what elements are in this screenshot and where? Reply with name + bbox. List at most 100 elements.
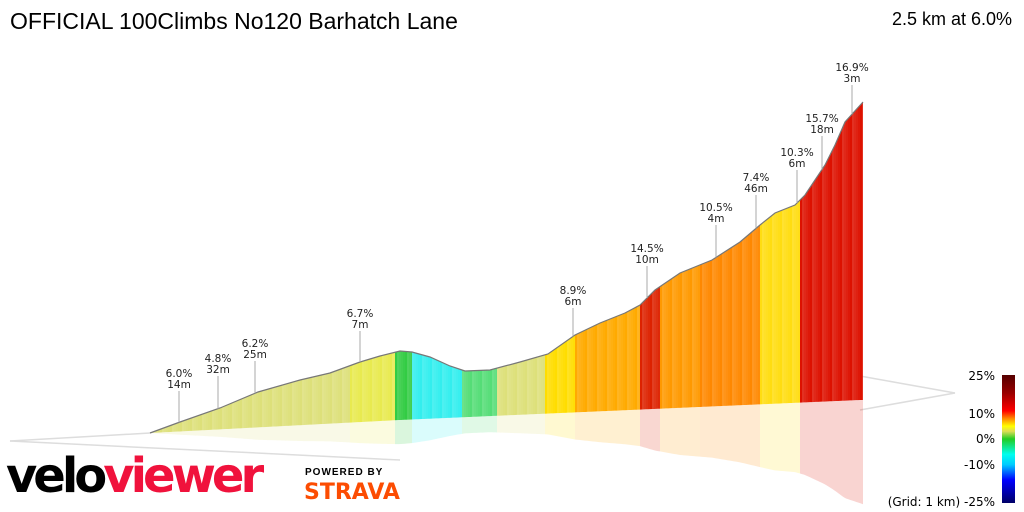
profile-segment — [838, 133, 840, 401]
profile-segment — [386, 354, 388, 421]
profile-segment — [246, 396, 248, 429]
profile-reflection — [212, 429, 214, 437]
strava-logo[interactable]: STRAVA — [304, 480, 400, 505]
profile-reflection — [460, 417, 462, 435]
profile-reflection — [517, 414, 519, 434]
profile-segment — [852, 112, 854, 401]
profile-reflection — [571, 412, 573, 440]
profile-segment — [366, 359, 368, 422]
annotation-grade: 16.9% — [835, 62, 868, 74]
profile-reflection — [730, 405, 732, 462]
profile-reflection — [242, 428, 244, 439]
profile-segment — [232, 402, 234, 429]
profile-reflection — [370, 421, 372, 444]
profile-reflection — [728, 405, 730, 461]
profile-reflection — [792, 402, 794, 472]
profile-segment — [734, 244, 736, 406]
profile-reflection — [732, 405, 734, 462]
profile-segment — [750, 231, 752, 405]
profile-reflection — [529, 414, 531, 434]
profile-reflection — [372, 421, 374, 444]
profile-reflection — [808, 402, 810, 478]
profile-segment — [627, 310, 629, 411]
profile-segment — [458, 368, 460, 418]
profile-segment — [448, 365, 450, 418]
profile-segment — [352, 364, 354, 423]
profile-reflection — [399, 419, 401, 445]
profile-reflection — [486, 416, 488, 433]
profile-segment — [418, 353, 420, 420]
profile-reflection — [380, 420, 382, 444]
profile-reflection — [240, 428, 242, 439]
profile-reflection — [458, 417, 460, 435]
profile-segment — [860, 103, 862, 400]
profile-reflection — [541, 413, 543, 435]
profile-segment — [456, 368, 458, 418]
profile-segment — [577, 333, 579, 413]
profile-segment — [248, 395, 250, 428]
profile-reflection — [613, 410, 615, 444]
profile-reflection — [344, 422, 346, 443]
profile-segment — [236, 400, 238, 429]
profile-reflection — [414, 419, 416, 443]
profile-reflection — [248, 427, 250, 440]
profile-segment — [376, 356, 378, 422]
profile-reflection — [394, 420, 395, 445]
profile-reflection — [533, 414, 535, 434]
annotation-grade: 10.3% — [780, 147, 813, 159]
profile-reflection — [278, 426, 280, 441]
profile-reflection — [472, 416, 474, 434]
annotation-grade: 7.4% — [743, 172, 770, 184]
profile-segment — [428, 356, 430, 419]
profile-reflection — [334, 423, 336, 442]
profile-segment — [397, 351, 399, 421]
profile-segment — [326, 373, 328, 424]
profile-segment — [648, 295, 650, 410]
profile-segment — [782, 209, 784, 404]
veloviewer-logo[interactable]: veloviewer — [6, 448, 264, 504]
profile-segment — [324, 373, 326, 424]
profile-segment — [497, 367, 499, 416]
profile-reflection — [513, 415, 515, 434]
profile-reflection — [342, 422, 344, 443]
annotation-length: 25m — [243, 349, 267, 361]
profile-segment — [392, 352, 394, 421]
profile-reflection — [411, 419, 412, 444]
profile-reflection — [748, 404, 750, 465]
profile-reflection — [254, 427, 256, 440]
profile-reflection — [515, 414, 517, 434]
profile-reflection — [188, 430, 190, 436]
profile-segment — [264, 389, 266, 428]
profile-segment — [509, 364, 511, 416]
profile-segment — [850, 114, 852, 401]
profile-segment — [812, 181, 814, 403]
profile-segment — [210, 410, 212, 430]
profile-reflection — [228, 428, 230, 438]
profile-reflection — [490, 416, 492, 433]
profile-segment — [482, 370, 484, 417]
profile-reflection — [312, 424, 314, 442]
annotation-length: 7m — [352, 319, 369, 331]
profile-segment — [192, 417, 194, 431]
profile-segment — [164, 427, 166, 433]
profile-reflection — [292, 425, 294, 441]
profile-reflection — [607, 410, 609, 443]
profile-reflection — [388, 420, 390, 444]
profile-reflection — [744, 404, 746, 464]
profile-reflection — [332, 423, 334, 442]
profile-reflection — [662, 408, 664, 453]
profile-reflection — [820, 401, 822, 483]
profile-reflection — [736, 405, 738, 463]
profile-segment — [523, 360, 525, 415]
profile-segment — [704, 262, 706, 407]
profile-segment — [354, 363, 356, 423]
profile-reflection — [595, 411, 597, 442]
profile-segment — [432, 357, 434, 419]
profile-segment — [856, 107, 858, 401]
profile-reflection — [573, 412, 575, 440]
profile-reflection — [505, 415, 507, 433]
profile-segment — [726, 249, 728, 406]
profile-reflection — [354, 422, 356, 443]
profile-segment — [706, 261, 708, 407]
